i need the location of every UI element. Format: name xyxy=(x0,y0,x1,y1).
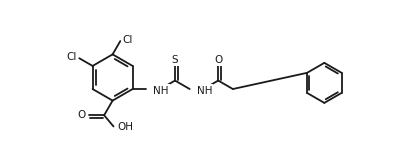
Text: NH: NH xyxy=(196,86,212,96)
Text: OH: OH xyxy=(117,122,133,132)
Text: O: O xyxy=(77,110,86,120)
Text: Cl: Cl xyxy=(66,52,77,62)
Text: S: S xyxy=(172,55,178,65)
Text: NH: NH xyxy=(153,86,169,96)
Text: O: O xyxy=(214,55,222,65)
Text: Cl: Cl xyxy=(123,35,133,45)
